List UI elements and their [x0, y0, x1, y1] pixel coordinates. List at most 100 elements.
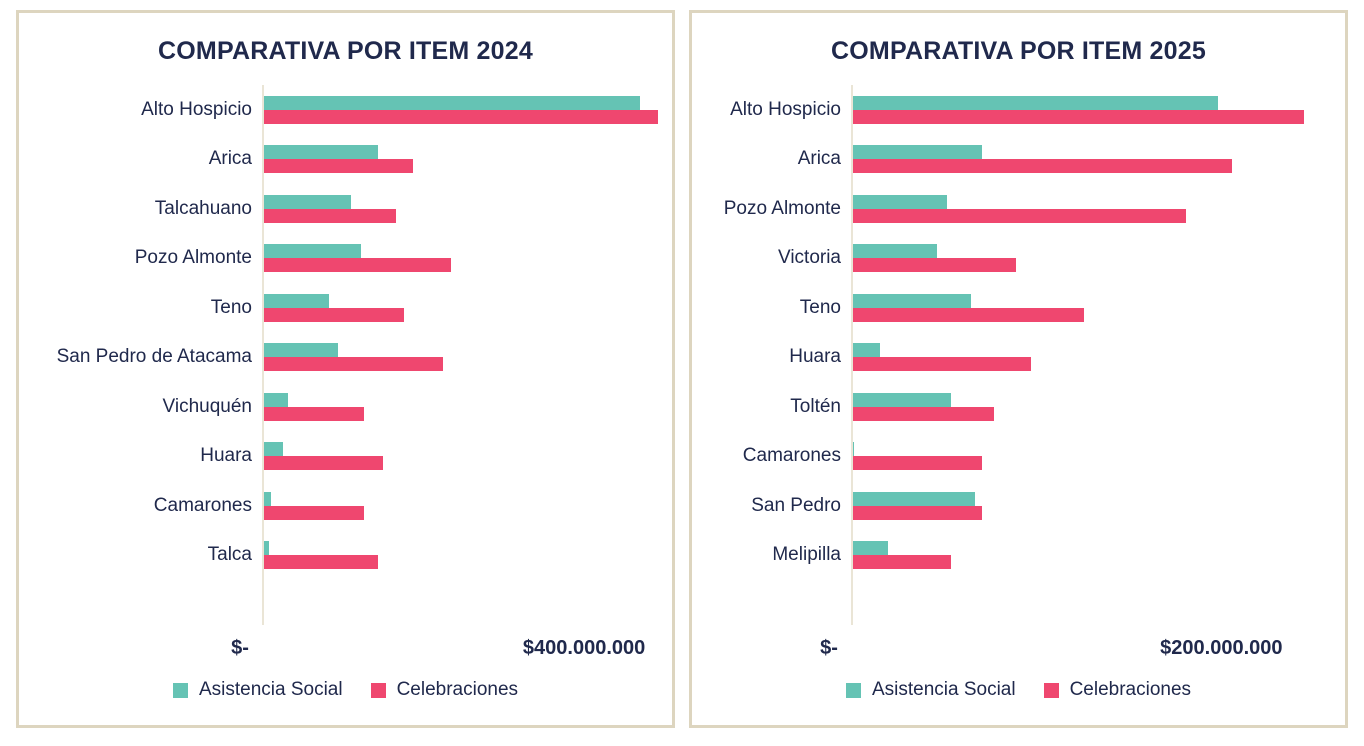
category-label: Talca: [207, 544, 252, 566]
bar-asistencia-social: [262, 442, 283, 457]
bar-group: [851, 95, 1345, 124]
chart-row: Victoria: [692, 234, 1345, 284]
bar-celebraciones: [262, 109, 658, 124]
chart-panel-2025: COMPARATIVA POR ITEM 2025 Alto Hospicio A…: [689, 10, 1348, 728]
category-label: Melipilla: [772, 544, 841, 566]
bar-celebraciones: [851, 208, 1187, 223]
chart-row: Arica: [692, 135, 1345, 185]
legend: Asistencia Social Celebraciones: [692, 679, 1345, 701]
bar-celebraciones: [851, 555, 952, 570]
bar-group: [262, 392, 672, 421]
chart-row: Toltén: [692, 382, 1345, 432]
bar-asistencia-social: [262, 244, 361, 259]
chart-row: Talca: [19, 531, 672, 581]
legend: Asistencia Social Celebraciones: [19, 679, 672, 701]
chart-row: Arica: [19, 135, 672, 185]
value-axis-line: [262, 85, 264, 625]
bar-celebraciones: [262, 208, 397, 223]
legend-label: Celebraciones: [1069, 679, 1192, 700]
chart-row: Teno: [692, 283, 1345, 333]
chart-row: Pozo Almonte: [692, 184, 1345, 234]
bar-celebraciones: [262, 307, 404, 322]
bar-asistencia-social: [851, 95, 1218, 110]
x-tick-max: $400.000.000: [522, 637, 646, 659]
x-axis: $- $200.000.000: [820, 627, 1312, 671]
bar-celebraciones: [262, 357, 443, 372]
bar-asistencia-social: [262, 194, 351, 209]
category-label: Camarones: [742, 445, 841, 467]
legend-label: Asistencia Social: [198, 679, 343, 700]
x-axis: $- $400.000.000: [231, 627, 662, 671]
chart-row: Teno: [19, 283, 672, 333]
bar-celebraciones: [262, 159, 414, 174]
value-axis-line: [851, 85, 853, 625]
bar-group: [262, 145, 672, 174]
legend-label: Celebraciones: [396, 679, 519, 700]
bar-celebraciones: [851, 505, 983, 520]
category-label: Teno: [799, 296, 841, 318]
bar-group: [262, 194, 672, 223]
chart-row: Pozo Almonte: [19, 234, 672, 284]
legend-swatch-asistencia-social: [172, 682, 188, 698]
chart-row: San Pedro de Atacama: [19, 333, 672, 383]
category-label: Arica: [208, 148, 252, 170]
bar-asistencia-social: [851, 293, 971, 308]
chart-row: Alto Hospicio: [692, 85, 1345, 135]
bar-group: [262, 442, 672, 471]
bar-asistencia-social: [851, 491, 975, 506]
category-label: Teno: [210, 296, 252, 318]
bar-asistencia-social: [851, 392, 952, 407]
bar-group: [262, 491, 672, 520]
chart-row: Huara: [19, 432, 672, 482]
category-label: Pozo Almonte: [723, 197, 841, 219]
legend-swatch-asistencia-social: [845, 682, 861, 698]
bar-group: [851, 541, 1345, 570]
bar-group: [851, 244, 1345, 273]
category-label: Arica: [797, 148, 841, 170]
category-label: Camarones: [153, 494, 252, 516]
bar-asistencia-social: [262, 145, 379, 160]
bar-asistencia-social: [851, 343, 881, 358]
bar-celebraciones: [851, 307, 1085, 322]
bar-group: [851, 343, 1345, 372]
bar-group: [851, 145, 1345, 174]
x-tick-zero: $-: [820, 637, 838, 659]
bar-celebraciones: [262, 505, 365, 520]
bar-group: [262, 95, 672, 124]
category-label: San Pedro de Atacama: [56, 346, 252, 368]
bar-asistencia-social: [851, 145, 983, 160]
chart-row: San Pedro: [692, 481, 1345, 531]
legend-item-asistencia-social: Asistencia Social: [845, 679, 1016, 701]
bar-asistencia-social: [262, 343, 338, 358]
bar-celebraciones: [851, 456, 983, 471]
bar-celebraciones: [851, 258, 1016, 273]
legend-label: Asistencia Social: [871, 679, 1016, 700]
legend-swatch-celebraciones: [370, 682, 386, 698]
plot-area: Alto Hospicio Arica Talcahuano Pozo Almonte…: [19, 85, 672, 625]
chart-row: Melipilla: [692, 531, 1345, 581]
chart-row: Vichuquén: [19, 382, 672, 432]
bar-celebraciones: [262, 456, 384, 471]
legend-swatch-celebraciones: [1043, 682, 1059, 698]
bar-celebraciones: [851, 109, 1305, 124]
bar-celebraciones: [262, 555, 379, 570]
category-label: Huara: [789, 346, 841, 368]
bar-celebraciones: [851, 357, 1032, 372]
bar-celebraciones: [262, 406, 364, 421]
chart-panel-2024: COMPARATIVA POR ITEM 2024 Alto Hospicio A…: [16, 10, 675, 728]
category-label: Pozo Almonte: [134, 247, 252, 269]
bar-asistencia-social: [262, 95, 641, 110]
x-tick-zero: $-: [231, 637, 249, 659]
bar-group: [851, 491, 1345, 520]
category-label: Huara: [200, 445, 252, 467]
bar-asistencia-social: [262, 541, 269, 556]
bar-asistencia-social: [262, 293, 330, 308]
bar-asistencia-social: [851, 541, 889, 556]
chart-title: COMPARATIVA POR ITEM 2025: [831, 37, 1206, 65]
x-tick-max: $200.000.000: [1160, 637, 1283, 659]
bar-celebraciones: [262, 258, 452, 273]
legend-item-celebraciones: Celebraciones: [370, 679, 519, 701]
category-label: Talcahuano: [154, 197, 252, 219]
chart-row: Talcahuano: [19, 184, 672, 234]
bar-group: [262, 293, 672, 322]
